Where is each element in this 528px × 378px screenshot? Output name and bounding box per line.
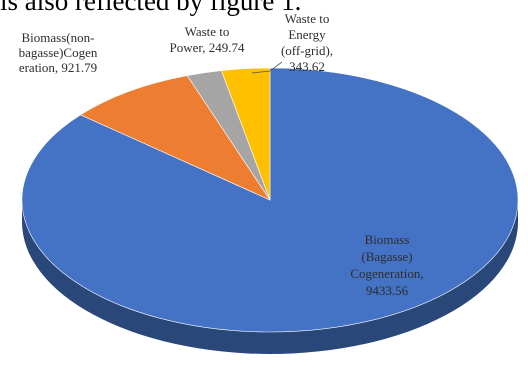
slice-label-line: 343.62 [289, 59, 325, 74]
slice-label-line: Energy [288, 27, 326, 42]
slice-label-line: (Bagasse) [361, 249, 412, 264]
slice-label: Waste to Power, 249.74 [170, 24, 245, 55]
slice-label-line: eration, 921.79 [19, 60, 97, 75]
slice-label: Waste to Energy (off-grid), 343.62 [281, 11, 333, 74]
slice-label-line: Cogeneration, [350, 266, 423, 281]
pie-slices [21, 67, 519, 333]
slice-label-line: (off-grid), [281, 43, 333, 58]
slice-labels: Biomass (Bagasse) Cogeneration, 9433.56Biom… [19, 11, 424, 298]
slice-label-line: Power, 249.74 [170, 40, 245, 55]
slice-label-line: 9433.56 [366, 283, 409, 298]
pie-sides [22, 200, 518, 354]
page-caption-text: is also reflected by figure 1. [0, 0, 302, 16]
slice-label-line: Waste to [185, 24, 230, 39]
slice-label-line: Biomass [365, 232, 410, 247]
slice-label: Biomass(non-bagasse)Cogen eration, 921.79 [19, 30, 98, 75]
slice-label-line: bagasse)Cogen [19, 45, 98, 60]
pie-slice [220, 67, 271, 201]
slice-label-line: Waste to [285, 11, 330, 26]
slice-label: Biomass (Bagasse) Cogeneration, 9433.56 [350, 232, 423, 298]
pie-slice-side [22, 200, 518, 354]
leader-line [251, 61, 283, 74]
pie-slice [79, 75, 271, 201]
leader-lines [251, 61, 283, 74]
slice-label-line: Biomass(non- [22, 30, 95, 45]
